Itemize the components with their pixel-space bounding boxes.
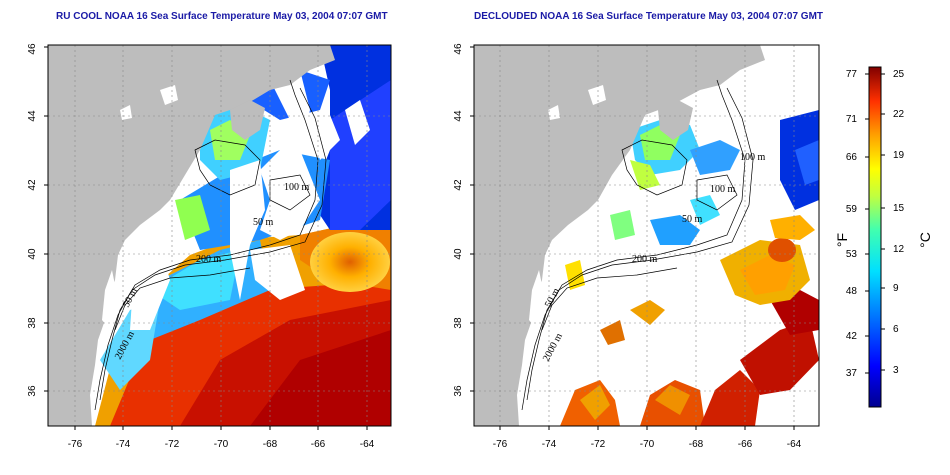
- fahrenheit-tick-label: 48: [846, 286, 858, 297]
- left-grid: [48, 45, 391, 426]
- right-x-tick-label: -64: [787, 439, 802, 450]
- right-contour-label-100m-2: 100 m: [710, 184, 736, 195]
- left-x-tick-label: -76: [68, 439, 83, 450]
- left-bathymetry-contours: [94, 79, 327, 411]
- right-sst-field: [560, 110, 819, 426]
- fahrenheit-tick-label: 59: [846, 204, 858, 215]
- left-x-tick-label: -68: [263, 439, 278, 450]
- left-y-tick-label: 44: [27, 110, 38, 122]
- right-y-tick-labels: 36 38 40 42 44 46: [453, 43, 464, 397]
- right-x-tick-label: -66: [738, 439, 753, 450]
- colorbar-celsius-labels: 25 22 19 15 12 9 6 3: [893, 69, 905, 376]
- left-y-tick-label: 36: [27, 385, 38, 397]
- fahrenheit-tick-label: 42: [846, 331, 858, 342]
- celsius-tick-label: 22: [893, 109, 905, 120]
- right-nova-scotia: [658, 100, 693, 140]
- right-y-tick-label: 46: [453, 43, 464, 55]
- left-y-tick-label: 38: [27, 317, 38, 329]
- left-map-frame: [47, 44, 392, 427]
- fahrenheit-tick-label: 53: [846, 249, 858, 260]
- right-x-tick-label: -68: [689, 439, 704, 450]
- left-contour-label-200m: 200 m: [196, 254, 222, 265]
- celsius-tick-label: 9: [893, 283, 899, 294]
- right-panel-title: DECLOUDED NOAA 16 Sea Surface Temperatur…: [474, 11, 824, 22]
- right-x-tick-label: -70: [640, 439, 655, 450]
- right-contour-label-200m: 200 m: [632, 254, 658, 265]
- left-x-tick-labels: -76 -74 -72 -70 -68 -66 -64: [68, 439, 375, 450]
- fahrenheit-tick-label: 37: [846, 368, 858, 379]
- right-bathymetry-contours: [521, 79, 754, 411]
- right-y-tick-label: 40: [453, 248, 464, 260]
- left-y-tick-label: 42: [27, 179, 38, 191]
- right-x-tick-label: -74: [542, 439, 557, 450]
- left-y-tick-label: 46: [27, 43, 38, 55]
- right-map-panel: 100 m 100 m 50 m 200 m 50 m 2000 m: [453, 43, 820, 450]
- celsius-tick-label: 12: [893, 244, 905, 255]
- celsius-tick-label: 3: [893, 365, 899, 376]
- right-x-tick-label: -72: [591, 439, 606, 450]
- colorbar-fahrenheit-labels: 77 71 66 59 53 48 42 37: [846, 69, 858, 379]
- left-tick-marks: [44, 46, 368, 430]
- colorbar-ticks: [865, 73, 885, 374]
- left-y-tick-label: 40: [27, 248, 38, 260]
- right-x-tick-label: -76: [493, 439, 508, 450]
- celsius-tick-label: 6: [893, 324, 899, 335]
- right-y-tick-label: 36: [453, 385, 464, 397]
- right-y-tick-label: 38: [453, 317, 464, 329]
- right-tick-marks: [470, 46, 795, 430]
- fahrenheit-unit-label: °F: [834, 233, 850, 247]
- left-contour-label-50m: 50 m: [253, 217, 274, 228]
- fahrenheit-tick-label: 66: [846, 152, 858, 163]
- right-y-tick-label: 42: [453, 179, 464, 191]
- fahrenheit-tick-label: 71: [846, 114, 858, 125]
- celsius-unit-label: °C: [917, 232, 933, 248]
- right-x-tick-labels: -76 -74 -72 -70 -68 -66 -64: [493, 439, 802, 450]
- temperature-colorbar: 77 71 66 59 53 48 42 37 25 22 19 15 12 9…: [834, 66, 933, 408]
- left-contour-label-100m: 100 m: [284, 182, 310, 193]
- celsius-tick-label: 25: [893, 69, 905, 80]
- left-nova-scotia: [230, 100, 265, 140]
- left-panel-title: RU COOL NOAA 16 Sea Surface Temperature …: [56, 11, 388, 22]
- celsius-tick-label: 19: [893, 150, 905, 161]
- left-x-tick-label: -70: [214, 439, 229, 450]
- right-y-tick-label: 44: [453, 110, 464, 122]
- left-x-tick-label: -74: [116, 439, 131, 450]
- right-contour-label-100m: 100 m: [740, 152, 766, 163]
- left-y-tick-labels: 36 38 40 42 44 46: [27, 43, 38, 397]
- right-land-mass: [474, 45, 765, 426]
- left-land-mass: [48, 45, 335, 426]
- right-grid: [474, 45, 819, 426]
- celsius-tick-label: 15: [893, 203, 905, 214]
- left-map-panel: 100 m 200 m 50 m 2000 m 50 m: [27, 43, 392, 450]
- fahrenheit-tick-label: 77: [846, 69, 858, 80]
- right-contour-label-50m: 50 m: [682, 214, 703, 225]
- left-x-tick-label: -64: [360, 439, 375, 450]
- left-x-tick-label: -72: [165, 439, 180, 450]
- colorbar-gradient: [868, 66, 882, 408]
- left-x-tick-label: -66: [311, 439, 326, 450]
